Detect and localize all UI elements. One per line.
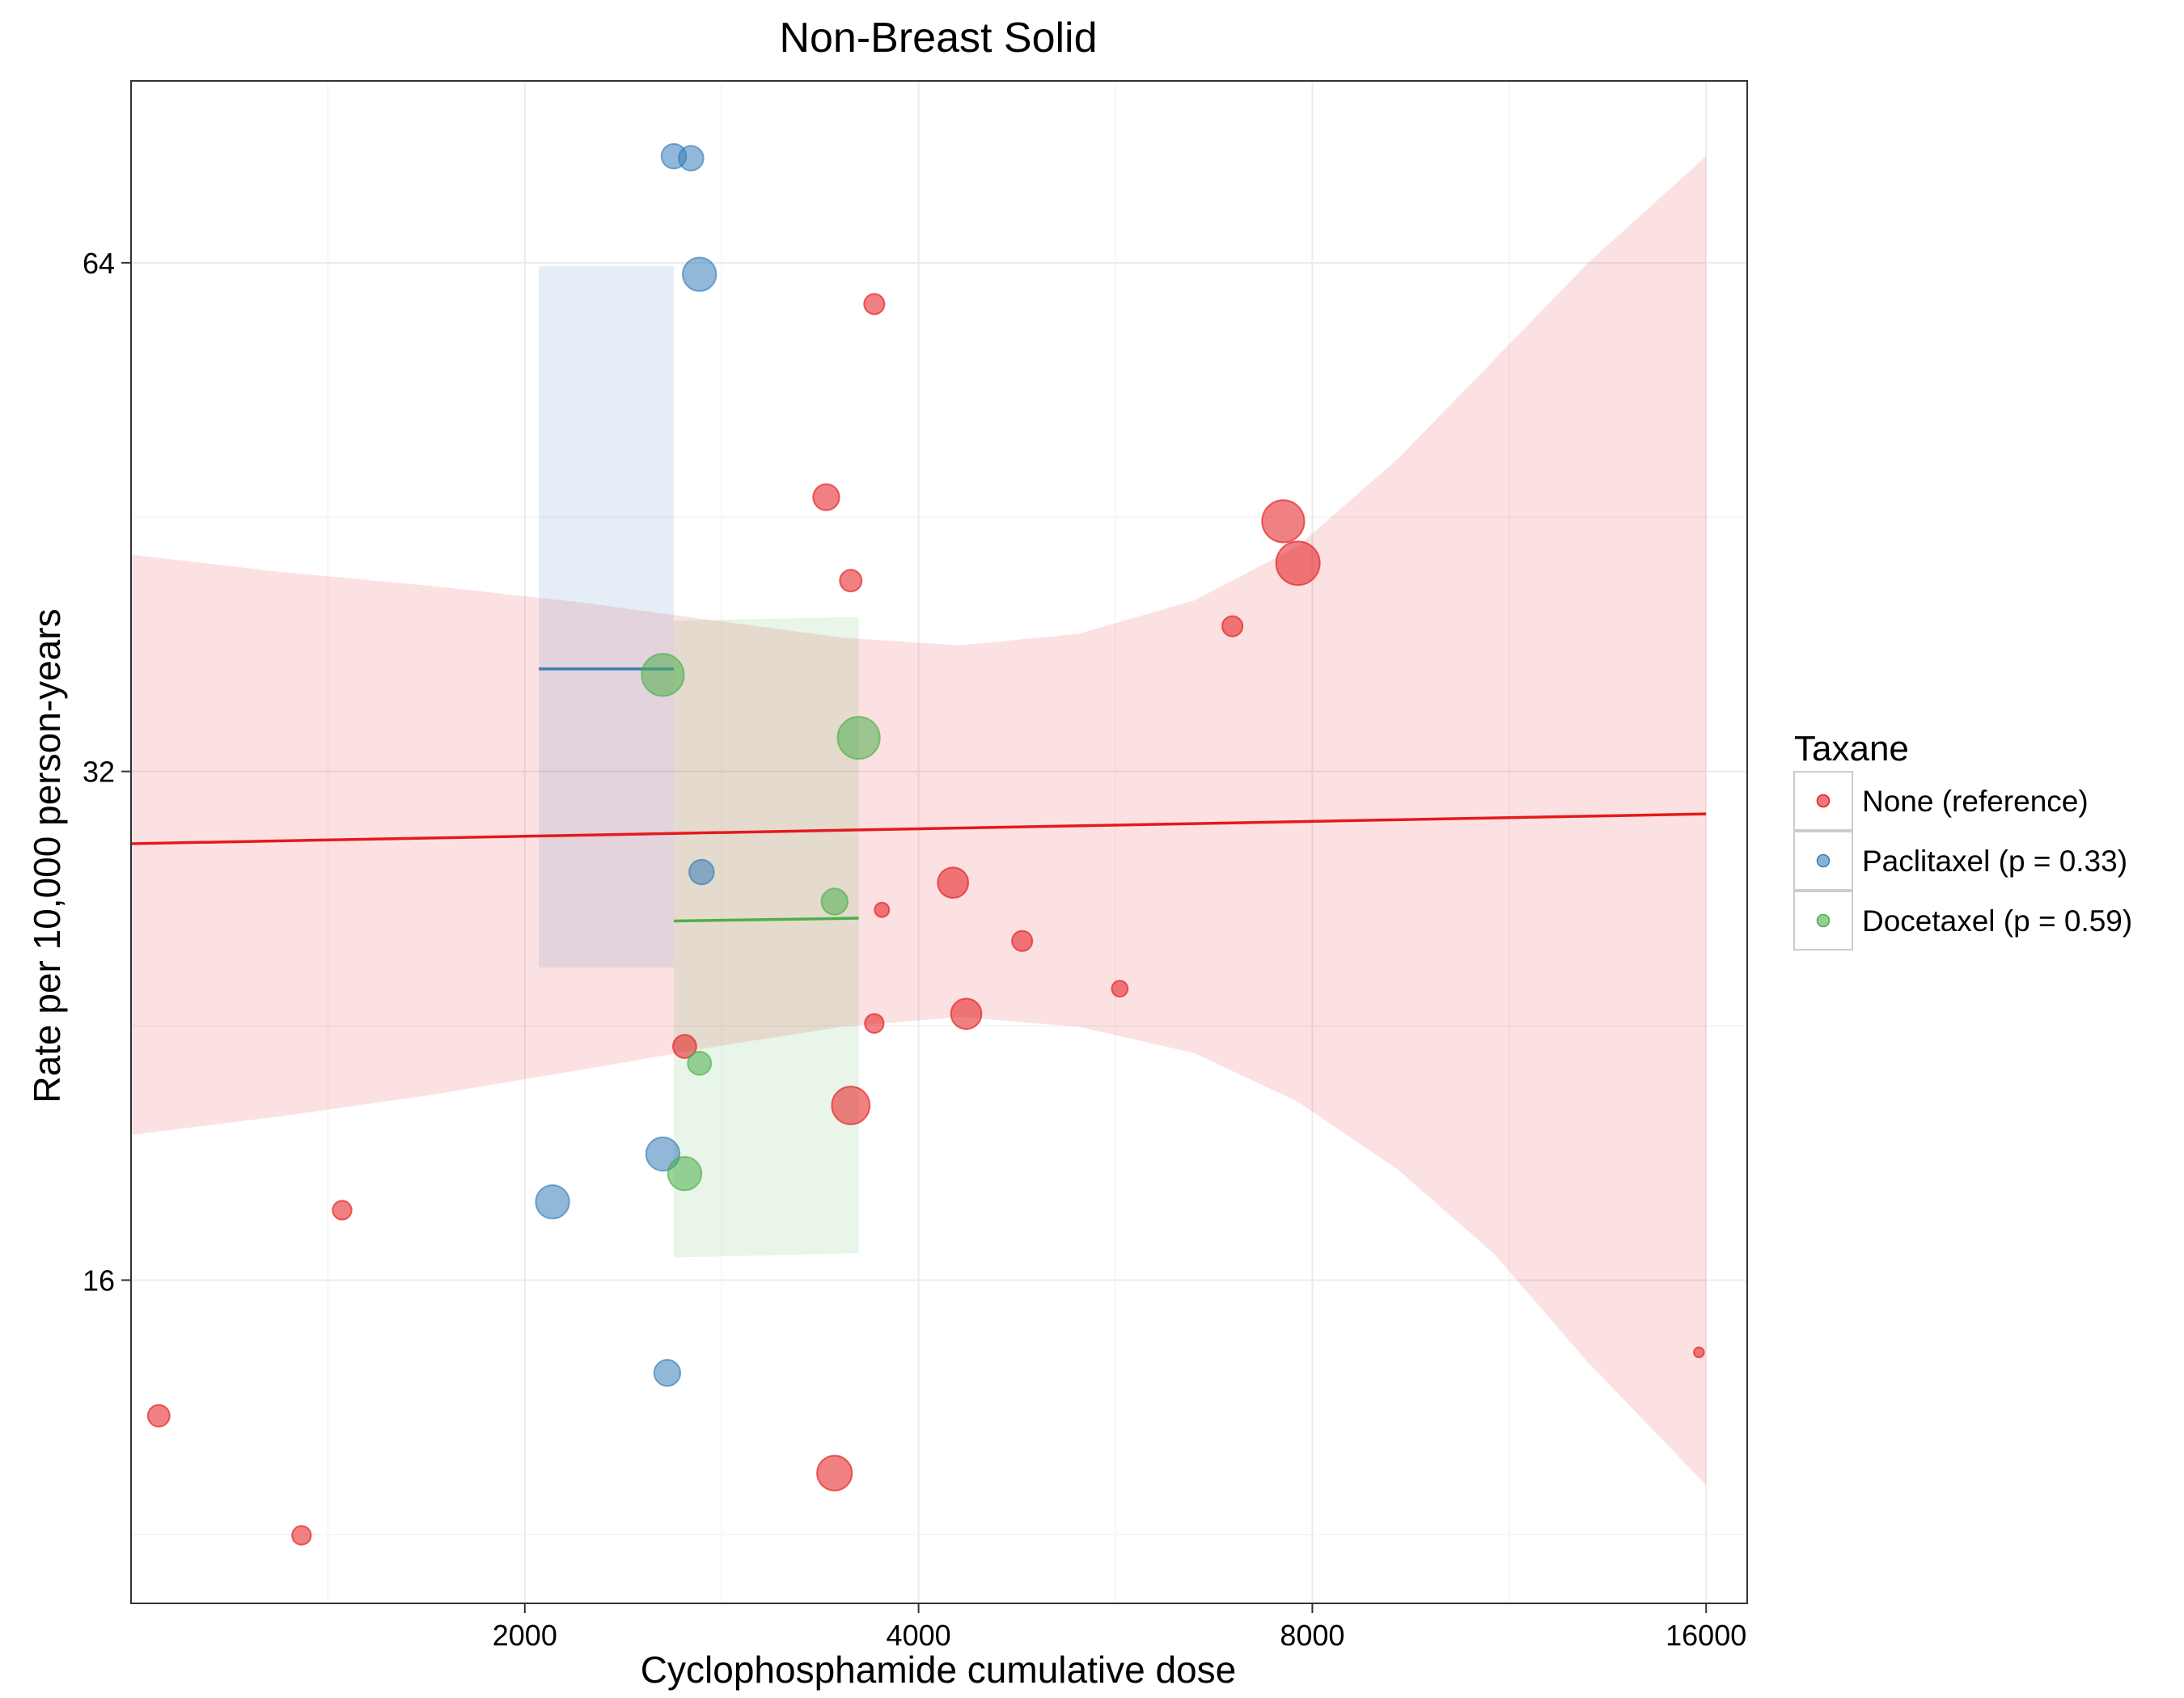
data-points: [146, 142, 1705, 1546]
data-point: [682, 256, 717, 292]
data-point: [641, 653, 685, 697]
data-point: [667, 1156, 703, 1192]
y-tick-label: 64: [83, 247, 115, 280]
data-point: [839, 569, 863, 593]
x-tick-label: 4000: [887, 1619, 951, 1652]
y-tick-label: 32: [83, 756, 115, 789]
data-point: [1221, 615, 1244, 637]
y-axis-title: Rate per 10,000 person-years: [26, 608, 68, 1103]
data-point: [836, 715, 881, 760]
legend-label: Paclitaxel (p = 0.33): [1862, 845, 2127, 878]
confidence-band: [539, 266, 675, 968]
legend-swatch: [1816, 913, 1831, 928]
legend-label: None (reference): [1862, 785, 2089, 818]
fit-line: [674, 917, 859, 923]
data-point: [1693, 1346, 1705, 1359]
data-point: [678, 145, 705, 171]
x-axis-title: Cyclophosphamide cumulative dose: [641, 1649, 1236, 1691]
data-point: [688, 858, 715, 886]
chart-title: Non-Breast Solid: [779, 15, 1097, 61]
data-point: [1275, 540, 1321, 586]
data-point: [864, 1013, 885, 1034]
data-point: [1111, 980, 1129, 998]
data-point: [820, 887, 849, 916]
x-tick-label: 2000: [493, 1619, 557, 1652]
data-point: [831, 1086, 871, 1125]
x-tick-label: 16000: [1666, 1619, 1746, 1652]
confidence-band: [674, 616, 859, 1258]
major-gridlines: [131, 81, 1747, 1603]
data-point: [146, 1404, 171, 1428]
legend-label: Docetaxel (p = 0.59): [1862, 904, 2132, 938]
x-axis: 2000 4000 8000 16000: [493, 1603, 1746, 1652]
legend: Taxane None (reference) Paclitaxel (p = 0…: [1793, 729, 2132, 951]
data-point: [816, 1455, 853, 1492]
plot-panel-border: [130, 80, 1748, 1604]
data-point: [812, 483, 840, 511]
data-point: [535, 1184, 570, 1220]
data-point: [1261, 499, 1306, 544]
confidence-bands: [131, 156, 1707, 1485]
x-tick-label: 8000: [1280, 1619, 1344, 1652]
data-point: [291, 1525, 312, 1546]
confidence-band: [131, 156, 1707, 1485]
data-point: [874, 901, 891, 918]
data-point: [937, 866, 970, 900]
data-point: [950, 997, 983, 1031]
data-point: [863, 293, 886, 315]
minor-gridlines: [131, 81, 1747, 1603]
y-axis: 16 32 64: [83, 247, 131, 1297]
legend-swatch: [1816, 853, 1831, 868]
legend-swatch: [1816, 794, 1831, 808]
legend-title: Taxane: [1794, 729, 1909, 769]
data-point: [672, 1034, 697, 1059]
fit-line: [130, 812, 1707, 845]
data-point: [687, 1051, 713, 1076]
data-point: [653, 1358, 682, 1387]
data-point: [1011, 929, 1034, 952]
y-tick-label: 16: [83, 1264, 115, 1297]
data-point: [332, 1200, 353, 1221]
